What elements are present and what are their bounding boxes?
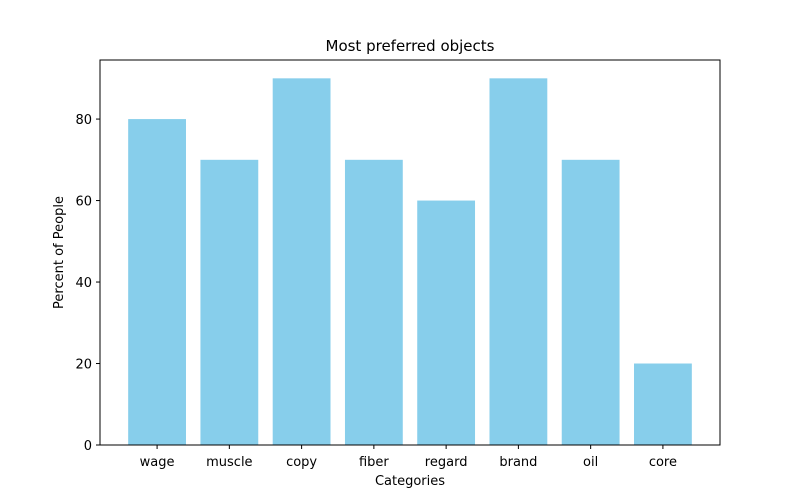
x-tick-label: muscle xyxy=(206,455,252,470)
x-tick-label: oil xyxy=(583,455,598,470)
y-tick-label: 20 xyxy=(75,358,92,373)
bar-muscle xyxy=(200,159,259,445)
plot-frame xyxy=(99,59,721,446)
y-axis-label: Percent of People xyxy=(52,196,67,309)
bars-layer xyxy=(128,78,692,446)
x-tick-label: copy xyxy=(286,455,317,470)
x-tick-label: regard xyxy=(425,455,468,470)
y-tick-label: 0 xyxy=(84,439,92,454)
x-tick-label: brand xyxy=(499,455,537,470)
y-tick-label: 80 xyxy=(75,113,92,128)
y-tick-label: 40 xyxy=(75,276,92,291)
x-tick-label: wage xyxy=(140,455,175,470)
bar-oil xyxy=(561,159,620,445)
x-tick-label: fiber xyxy=(359,455,389,470)
bar-copy xyxy=(272,78,331,445)
x-axis-ticks: wage muscle copy fiber regard brand oil core xyxy=(140,445,677,470)
bar-wage xyxy=(128,119,186,446)
bar-brand xyxy=(489,78,548,445)
bar-fiber xyxy=(344,159,403,445)
bar-regard xyxy=(417,200,476,445)
y-tick-label: 60 xyxy=(75,195,92,210)
bar-core xyxy=(634,363,692,445)
chart-title: Most preferred objects xyxy=(326,37,495,55)
y-axis-ticks: 0 20 40 60 80 xyxy=(75,113,100,454)
x-tick-label: core xyxy=(649,455,677,470)
x-axis-label: Categories xyxy=(375,474,445,489)
